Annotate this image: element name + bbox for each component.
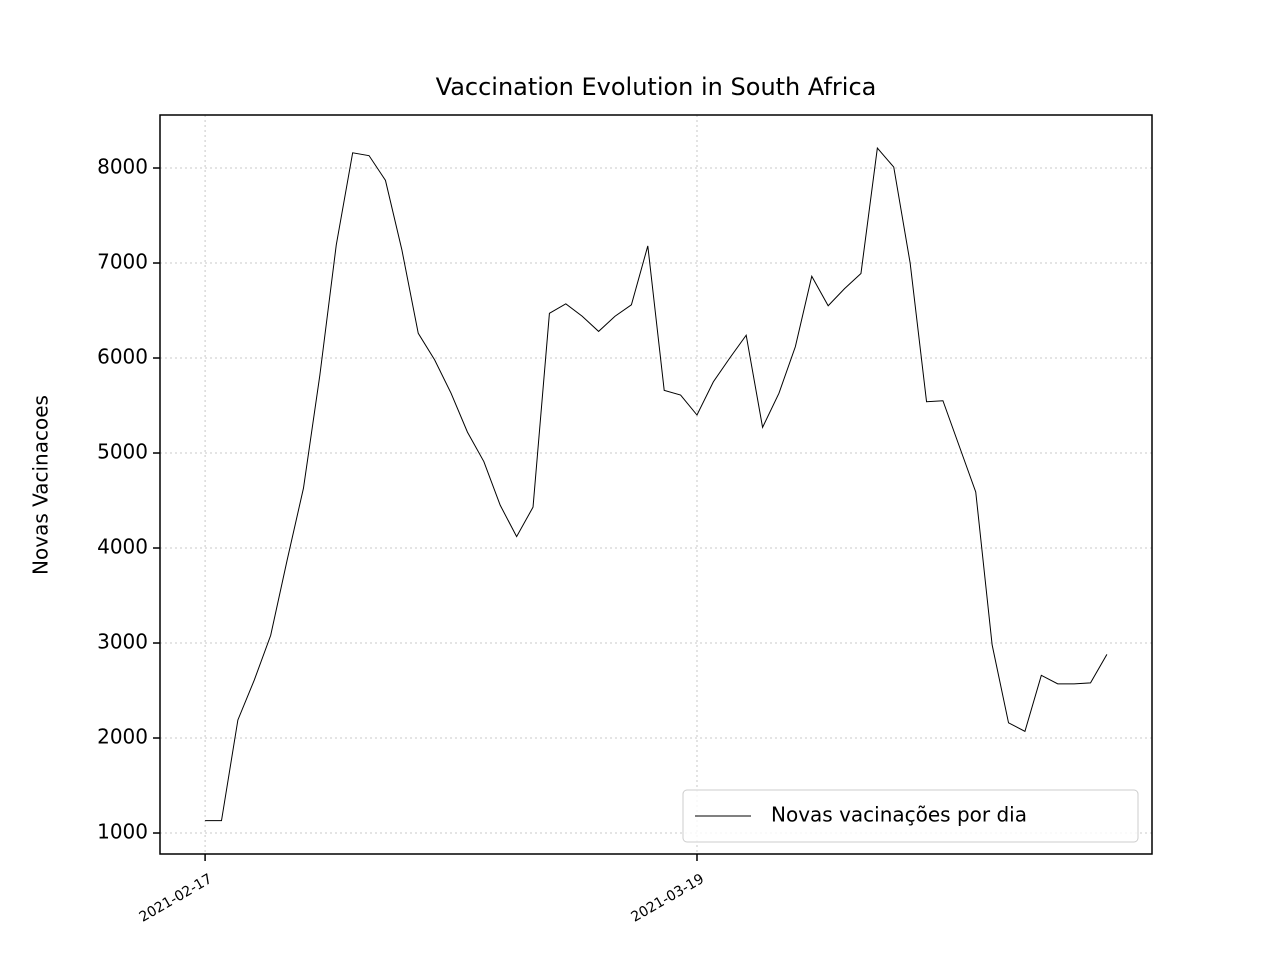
data-line xyxy=(205,146,1108,822)
y-tick-label: 8000 xyxy=(97,155,148,179)
chart-title: Vaccination Evolution in South Africa xyxy=(436,73,877,101)
legend-box xyxy=(682,789,1139,843)
plot-frame xyxy=(159,114,1153,855)
legend: Novas vacinações por dia xyxy=(682,789,1139,843)
y-tick-label: 6000 xyxy=(97,345,148,369)
x-tick-label: 2021-03-19 xyxy=(629,871,707,926)
y-axis-label: Novas Vacinacoes xyxy=(29,395,53,575)
y-tick-label: 1000 xyxy=(97,820,148,844)
y-tick-label: 7000 xyxy=(97,250,148,274)
y-tick-label: 4000 xyxy=(97,535,148,559)
x-tick-label: 2021-02-17 xyxy=(137,871,215,926)
x-axis-label: Data xyxy=(632,957,680,960)
y-tick-label: 3000 xyxy=(97,630,148,654)
y-tick-label: 2000 xyxy=(97,725,148,749)
y-tick-label: 5000 xyxy=(97,440,148,464)
legend-label: Novas vacinações por dia xyxy=(771,803,1027,827)
